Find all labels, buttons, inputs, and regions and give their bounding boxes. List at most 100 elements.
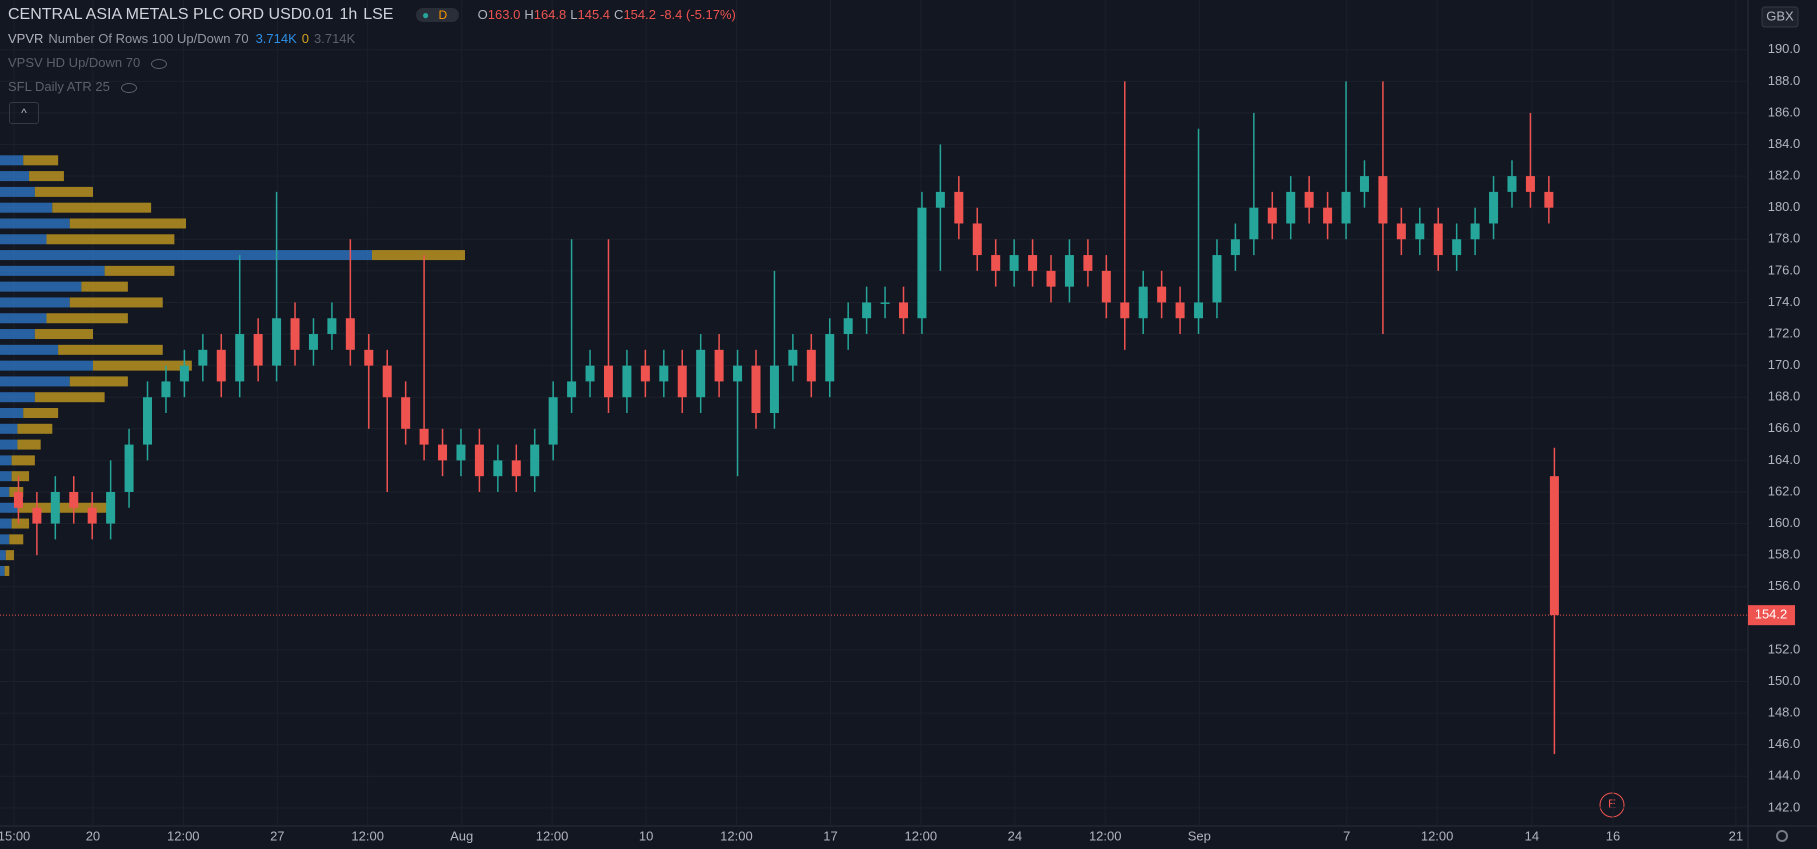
profile-down: [34, 392, 105, 403]
candle-body: [935, 191, 945, 208]
x-tick-label: 20: [86, 828, 100, 843]
candle-body: [1175, 302, 1185, 319]
candle-body: [1323, 207, 1333, 224]
indicator-params: Number Of Rows 100 Up/Down 70: [48, 31, 249, 46]
candle-body: [364, 349, 374, 366]
y-tick-label: 160.0: [1768, 515, 1801, 530]
y-tick-label: 172.0: [1768, 325, 1801, 340]
event-marker[interactable]: [1599, 792, 1625, 818]
candle-body: [1378, 176, 1388, 224]
candle-body: [788, 349, 798, 366]
y-tick-label: 146.0: [1768, 736, 1801, 751]
candle-body: [1286, 191, 1296, 224]
candle-body: [880, 302, 890, 304]
ohlc-key: C: [614, 7, 624, 22]
candle-body: [769, 365, 779, 413]
candle-body: [1544, 191, 1554, 208]
candle-body: [124, 444, 134, 492]
candle-body: [474, 444, 484, 477]
indicator-row: VPSV HD Up/Down 70: [8, 55, 168, 70]
x-tick-label: 12:00: [167, 828, 200, 843]
indicator-row: VPVR Number Of Rows 100 Up/Down 70 3.714K 0…: [8, 31, 355, 46]
candle-body: [308, 334, 318, 350]
y-tick-label: 150.0: [1768, 673, 1801, 688]
symbol-title: CENTRAL ASIA METALS PLC ORD USD0.01: [8, 6, 334, 23]
x-tick-label: 12:00: [1089, 828, 1122, 843]
event-label: E: [1608, 797, 1616, 811]
x-tick-label: 24: [1008, 828, 1022, 843]
profile-up: [0, 455, 12, 466]
profile-down: [69, 376, 128, 387]
profile-down: [5, 550, 14, 561]
y-tick-label: 174.0: [1768, 294, 1801, 309]
candle-body: [1249, 207, 1259, 240]
x-tick-label: 12:00: [351, 828, 384, 843]
profile-up: [0, 281, 82, 292]
candle-body: [1433, 223, 1443, 256]
y-tick-label: 164.0: [1768, 452, 1801, 467]
badge[interactable]: ● D: [415, 8, 460, 22]
candle-body: [751, 365, 761, 413]
ohlc-value: 164.8: [533, 7, 567, 22]
candle-body: [1138, 286, 1148, 319]
x-tick-label: Aug: [450, 828, 473, 843]
candle-body: [567, 381, 577, 398]
profile-up: [0, 471, 12, 482]
x-tick-label: 7: [1343, 828, 1350, 843]
settings-icon[interactable]: [1776, 830, 1788, 842]
profile-up: [0, 408, 24, 418]
candle-body: [216, 349, 226, 382]
profile-up: [0, 550, 6, 561]
profile-up: [0, 534, 10, 545]
x-tick-label: 16: [1606, 828, 1620, 843]
y-tick-label: 182.0: [1768, 168, 1801, 183]
profile-up: [0, 313, 47, 324]
candle-body: [1396, 223, 1406, 240]
candle-body: [1470, 223, 1480, 240]
profile-down: [34, 329, 93, 340]
collapse-button[interactable]: ^: [9, 102, 39, 124]
profile-up: [0, 218, 70, 229]
candle-body: [69, 491, 79, 508]
candle-body: [1028, 255, 1038, 271]
candle-body: [991, 255, 1001, 271]
candle-body: [179, 365, 189, 382]
candle-body: [1230, 239, 1240, 256]
profile-down: [11, 471, 30, 482]
exchange: LSE: [363, 6, 394, 23]
y-tick-label: 180.0: [1768, 199, 1801, 214]
indicator-value: 3.714K: [255, 31, 297, 46]
x-tick-label: 21: [1729, 828, 1743, 843]
candle-body: [143, 397, 153, 445]
profile-down: [11, 455, 35, 466]
profile-down: [4, 565, 10, 576]
profile-up: [0, 234, 47, 245]
profile-up: [0, 297, 70, 308]
profile-up: [0, 360, 93, 371]
interval: 1h: [339, 6, 358, 23]
candle-body: [1157, 286, 1167, 303]
candle-body: [106, 491, 116, 524]
profile-up: [0, 486, 10, 497]
x-tick-label: 10: [639, 828, 653, 843]
profile-up: [0, 202, 53, 213]
ohlc: O163.0 H164.8 L145.4 C154.2 -8.4 (-5.17%): [478, 7, 742, 22]
profile-down: [46, 234, 175, 245]
ohlc-value: 163.0: [487, 7, 521, 22]
indicator-name: VPVR: [8, 31, 44, 46]
x-tick-label: 12:00: [1421, 828, 1454, 843]
candle-body: [253, 334, 263, 366]
candle-body: [899, 302, 909, 319]
candle-body: [1452, 239, 1462, 256]
y-tick-label: 148.0: [1768, 705, 1801, 720]
candle-body: [272, 318, 282, 366]
profile-down: [46, 313, 128, 324]
x-tick-label: 14: [1525, 828, 1539, 843]
candle-body: [1101, 270, 1111, 303]
currency-box[interactable]: [1761, 6, 1799, 28]
y-tick-label: 168.0: [1768, 389, 1801, 404]
y-tick-label: 142.0: [1768, 799, 1801, 814]
y-tick-label: 170.0: [1768, 357, 1801, 372]
